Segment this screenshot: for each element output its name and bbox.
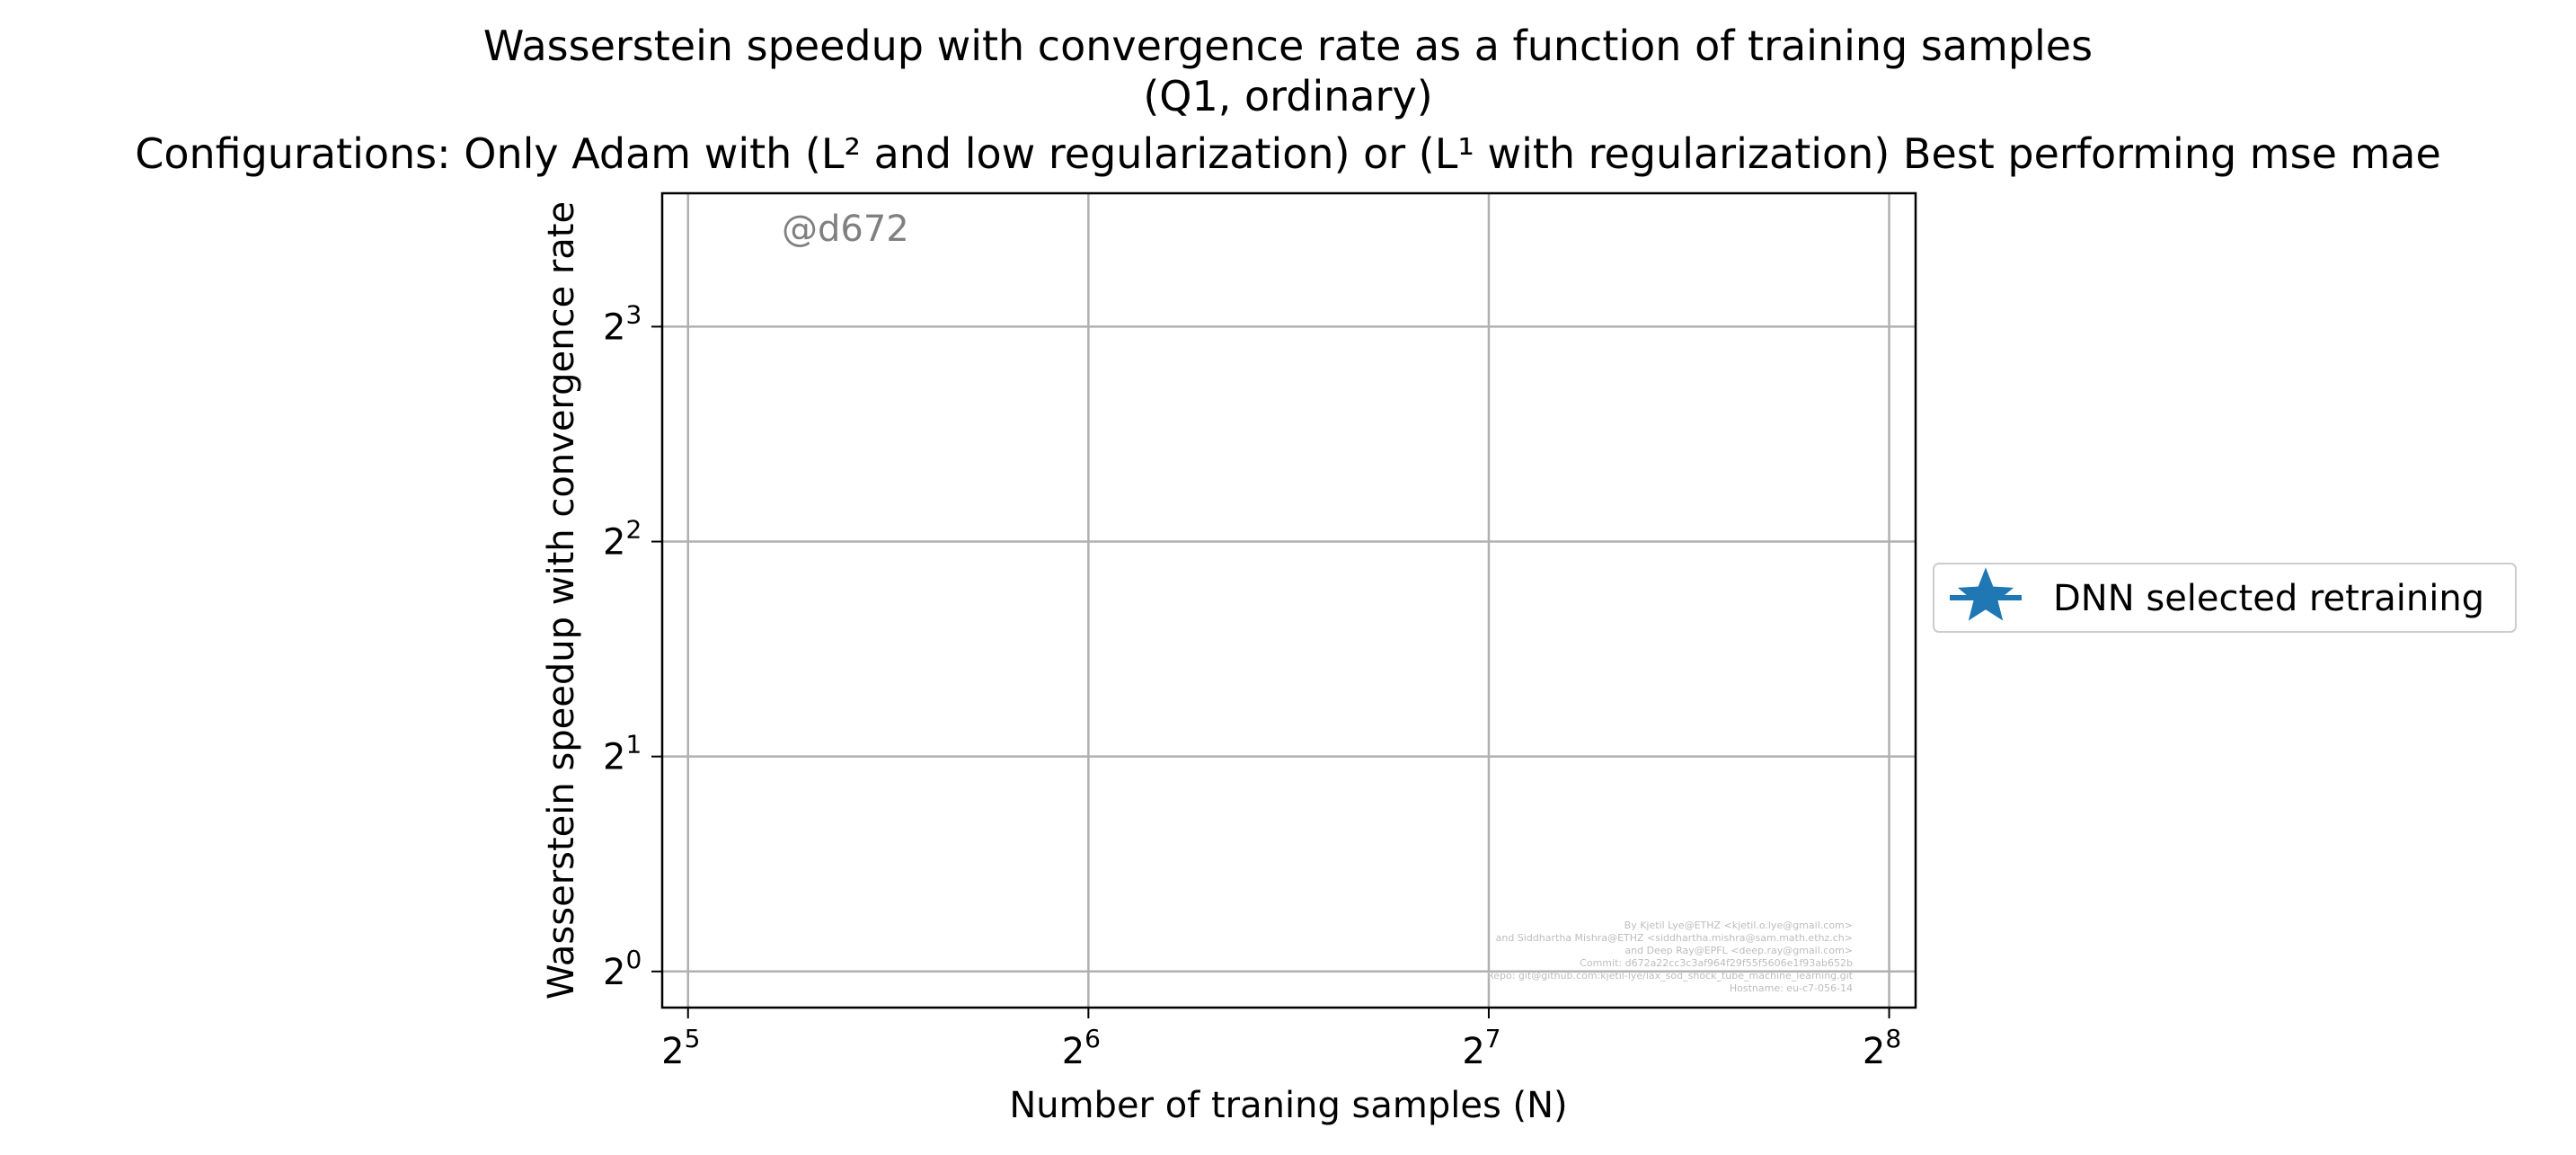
legend-box — [1933, 563, 2517, 633]
legend-label: DNN selected retraining — [2053, 578, 2484, 619]
credit-line: Commit: d672a22cc3c3af964f29f55f5606e1f9… — [1580, 957, 1853, 969]
x-tick-label: 25 — [661, 1024, 700, 1072]
y-tick-label: 23 — [603, 299, 642, 348]
grid-lines — [662, 193, 1916, 1008]
x-tick-label: 27 — [1462, 1024, 1500, 1072]
legend-star-icon — [1957, 567, 2014, 621]
watermark-text: @d672 — [782, 209, 909, 250]
chart-title-line-1: Wasserstein speedup with convergence rat… — [482, 22, 2094, 70]
y-tick-label: 22 — [603, 515, 642, 564]
x-tick-label: 26 — [1062, 1024, 1101, 1072]
y-tick-label: 20 — [603, 945, 642, 993]
x-axis-label: Number of traning samples (N) — [1009, 1085, 1567, 1126]
chart-title-line-3: Configurations: Only Adam with (L² and l… — [135, 129, 2441, 178]
chart-title-line-2: (Q1, ordinary) — [1143, 72, 1433, 120]
plot-frame — [660, 191, 1917, 1009]
credit-line: Hostname: eu-c7-056-14 — [1730, 982, 1853, 994]
legend: DNN selected retraining — [1933, 563, 2517, 633]
y-axis-label: Wasserstein speedup with convergence rat… — [541, 201, 582, 1000]
credit-line: and Deep Ray@EPFL <deep.ray@gmail.com> — [1624, 945, 1853, 956]
y-tick-label: 21 — [603, 730, 642, 778]
credit-line: By Kjetil Lye@ETHZ <kjetil.o.lye@gmail.c… — [1624, 920, 1853, 931]
credit-line: and Siddhartha Mishra@ETHZ <siddhartha.m… — [1496, 932, 1853, 944]
x-tick-label: 28 — [1863, 1024, 1901, 1072]
credits-block: By Kjetil Lye@ETHZ <kjetil.o.lye@gmail.c… — [1487, 920, 1854, 994]
credit-line: Repo: git@github.com:kjetil-lye/lax_sod_… — [1487, 970, 1854, 982]
